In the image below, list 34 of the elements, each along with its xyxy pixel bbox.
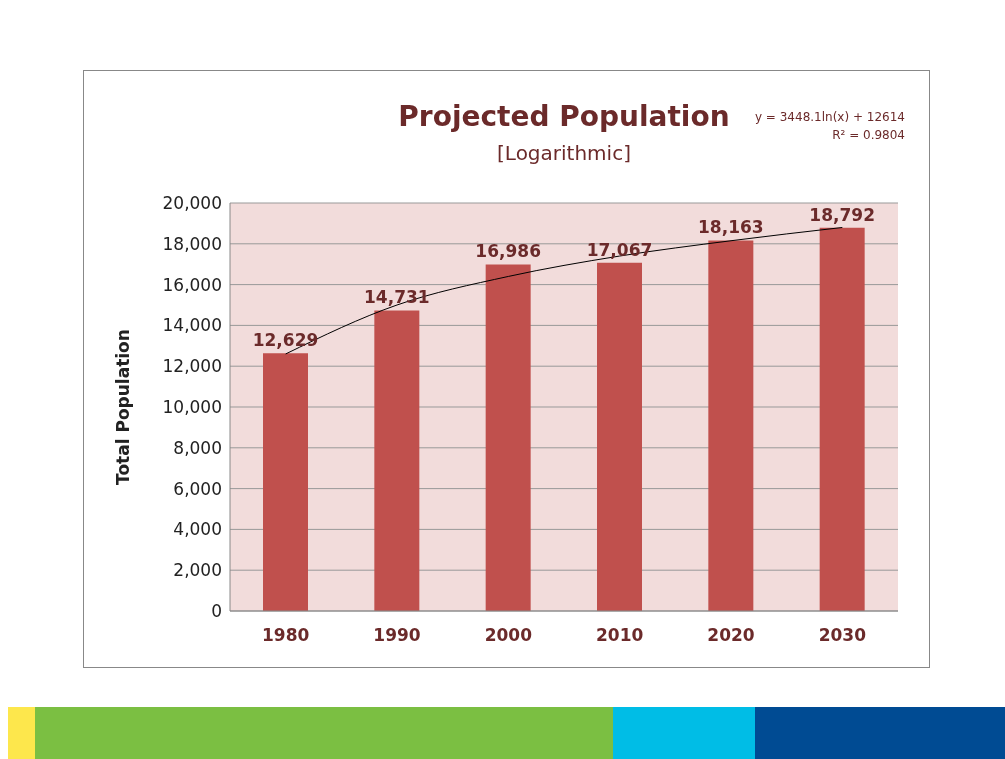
data-label: 12,629 [252,330,319,351]
x-tick-label: 2020 [707,625,755,646]
y-tick-label: 12,000 [162,356,222,377]
x-tick-label: 2000 [484,625,533,646]
bar [485,264,531,611]
y-tick-label: 6,000 [173,478,222,499]
y-tick-label: 2,000 [173,560,222,581]
text: y = 3448.1ln(x) + 12614 [754,109,905,126]
bar [597,262,642,611]
y-tick-label: 20,000 [162,193,222,214]
y-tick-label: 8,000 [173,437,222,458]
y-tick-label: 18,000 [162,233,222,254]
bar [819,227,865,611]
bar [708,240,754,611]
y-tick-label: 10,000 [162,397,222,418]
bar [374,310,420,611]
y-tick-label: 0 [211,601,222,622]
data-label: 17,067 [586,239,653,260]
text: R² = 0.9804 [831,127,905,144]
data-label: 16,986 [475,241,541,262]
y-axis-title: Total Population [113,329,134,485]
x-tick-label: 2010 [596,625,644,646]
bar [263,353,308,611]
x-tick-label: 1980 [262,625,310,646]
y-tick-label: 4,000 [173,519,222,540]
x-tick-label: 1990 [373,625,421,646]
data-label: 18,163 [698,217,764,238]
x-tick-label: 2030 [818,625,867,646]
data-label: 18,792 [809,204,875,225]
y-tick-label: 16,000 [162,274,222,295]
chart-title: Projected Population [398,100,730,133]
y-tick-label: 14,000 [162,315,222,336]
data-label: 14,731 [364,287,430,308]
chart-subtitle: [Logarithmic] [497,141,631,165]
